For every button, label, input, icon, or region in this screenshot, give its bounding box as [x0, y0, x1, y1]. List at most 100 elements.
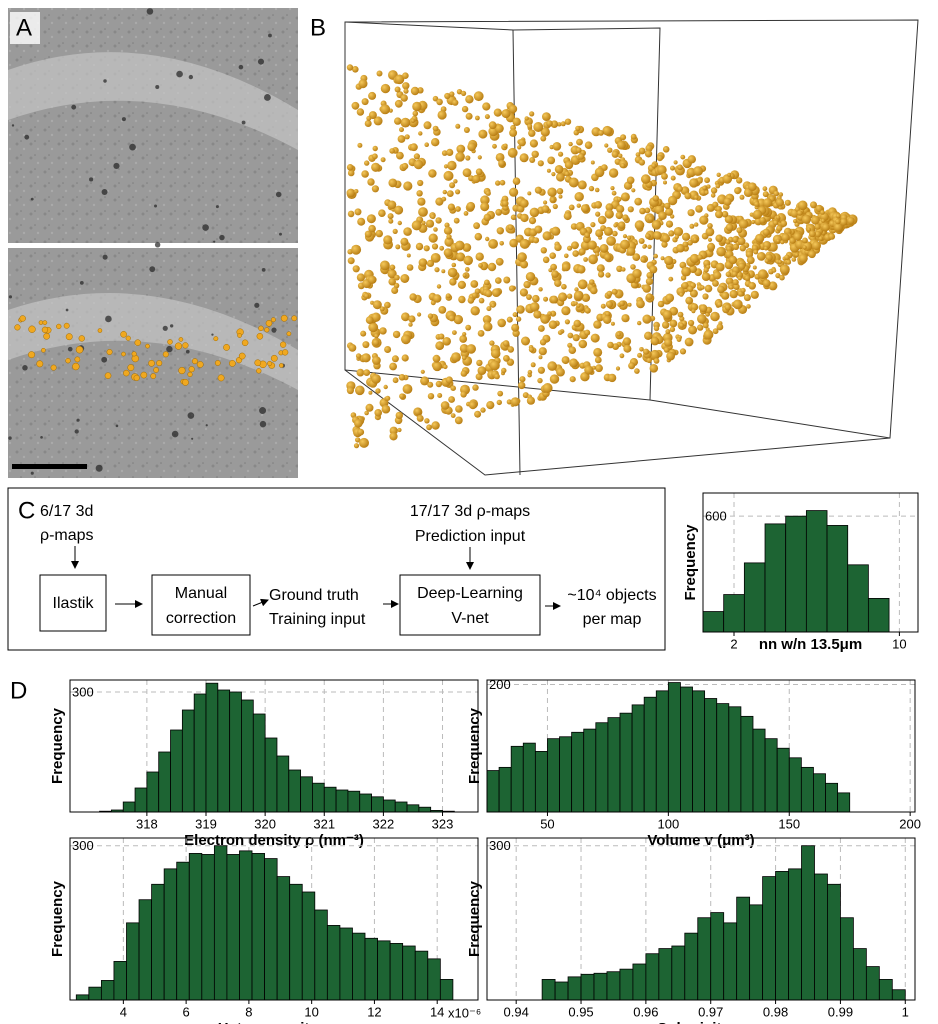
object — [477, 366, 487, 375]
object — [482, 315, 492, 324]
object — [590, 160, 595, 165]
object — [430, 214, 436, 220]
object — [443, 226, 453, 235]
object — [427, 313, 434, 319]
object — [406, 253, 411, 258]
object — [452, 99, 459, 106]
object — [433, 294, 442, 303]
object — [525, 272, 536, 282]
x-axis-label: Electron density ρ (nm⁻³) — [184, 832, 364, 849]
object — [815, 204, 823, 213]
object — [356, 273, 365, 282]
object — [515, 316, 522, 322]
object — [821, 218, 826, 223]
object — [145, 343, 150, 349]
object — [564, 171, 570, 177]
object — [689, 265, 697, 274]
object — [549, 374, 560, 384]
object — [649, 364, 659, 373]
flowchart-frame — [7, 487, 666, 651]
object — [703, 329, 714, 340]
plot-frame — [486, 837, 916, 1001]
object — [596, 264, 605, 273]
object — [665, 293, 675, 303]
object — [401, 312, 410, 322]
object — [214, 360, 221, 366]
object — [636, 299, 645, 309]
bar — [364, 937, 378, 1001]
dark-spot — [8, 295, 13, 299]
object — [641, 174, 651, 184]
object — [814, 223, 821, 230]
object — [645, 144, 653, 152]
object — [756, 252, 766, 261]
object — [280, 314, 288, 322]
object — [707, 223, 713, 229]
object — [575, 125, 581, 132]
object — [441, 196, 447, 202]
object — [435, 341, 445, 351]
object — [605, 203, 614, 212]
object — [359, 437, 369, 448]
object — [379, 327, 387, 335]
dark-spot — [259, 420, 267, 428]
bar — [684, 932, 699, 1001]
object — [466, 344, 477, 354]
x-tick-label: 318 — [136, 816, 158, 831]
object — [739, 194, 745, 200]
object — [408, 315, 416, 323]
object — [668, 230, 675, 237]
bar — [805, 510, 828, 633]
object — [462, 273, 467, 278]
object — [417, 312, 422, 317]
object — [355, 353, 362, 359]
object — [802, 245, 807, 250]
object — [291, 315, 298, 322]
panel-c: C 6/17 3d ρ-maps Ilastik Manual correcti… — [7, 487, 666, 651]
flow-text: correction — [166, 610, 236, 627]
object — [729, 289, 738, 299]
object — [583, 257, 588, 262]
object — [508, 104, 518, 114]
object — [456, 252, 466, 262]
object — [679, 323, 684, 328]
object — [773, 190, 779, 197]
bar — [891, 989, 906, 1001]
object — [351, 244, 362, 255]
object — [281, 349, 289, 356]
x-tick-label: 0.97 — [698, 1004, 723, 1019]
bar — [723, 594, 745, 633]
object — [681, 282, 689, 290]
object — [577, 279, 588, 290]
object — [420, 369, 425, 374]
object — [485, 236, 490, 242]
object — [443, 364, 448, 370]
dark-spot — [263, 94, 271, 101]
object — [357, 217, 366, 226]
object — [691, 309, 696, 314]
dark-spot — [238, 64, 244, 70]
object — [743, 294, 751, 302]
object — [650, 336, 660, 346]
object — [595, 229, 604, 238]
object — [131, 351, 137, 357]
object — [196, 361, 204, 368]
object — [436, 284, 442, 289]
object — [480, 195, 490, 205]
object — [443, 248, 453, 257]
x-tick-label: 1 — [902, 1004, 909, 1019]
object — [401, 354, 409, 362]
bar — [300, 776, 313, 813]
bar — [276, 755, 290, 813]
bar — [88, 986, 102, 1001]
panel-label: C — [18, 497, 35, 524]
object — [794, 252, 799, 257]
object — [541, 205, 550, 213]
object — [391, 355, 399, 363]
object — [447, 267, 458, 278]
object — [519, 153, 529, 163]
bar — [788, 868, 802, 1001]
object — [595, 364, 603, 373]
object — [445, 376, 453, 384]
object — [604, 253, 612, 261]
